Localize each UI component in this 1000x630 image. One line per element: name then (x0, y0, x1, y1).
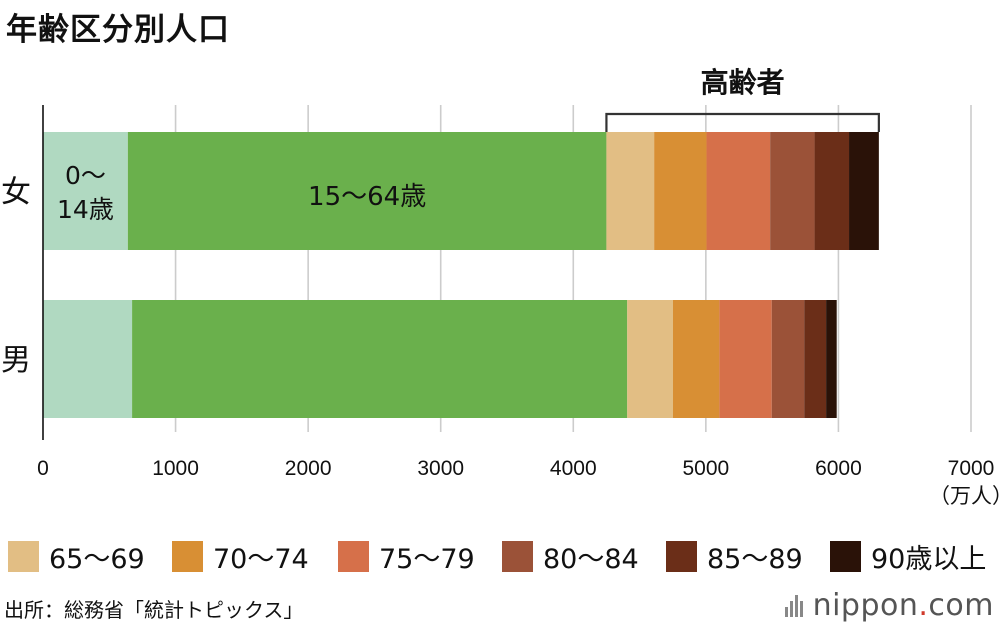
bar-segment (804, 300, 827, 418)
legend-item-90-plus: 90歳以上 (830, 536, 986, 576)
bar-segment (127, 132, 607, 250)
legend-item-85-89: 85～89 (666, 536, 803, 576)
bar-segment (627, 300, 673, 418)
legend-item-75-79: 75～79 (338, 536, 475, 576)
legend-label-90-plus: 90歳以上 (871, 543, 987, 575)
legend-item-80-84: 80～84 (502, 536, 639, 576)
source-note: 出所：総務省「統計トピックス」 (4, 598, 304, 622)
bar-segment (654, 132, 707, 250)
legend-label-85-89: 85～89 (707, 543, 803, 575)
x-tick-label: 0 (37, 457, 49, 480)
legend-swatch-65-69 (8, 540, 39, 572)
brand-mark-icon (784, 594, 805, 617)
annotation-15-64: 15～64歳 (308, 182, 426, 212)
chart-svg: 女男 0 1000 2000 3000 4000 5000 6000 7000 （万人） 0～ 14歳… (1, 66, 1000, 508)
bar-segment (814, 132, 850, 250)
bar-segment (606, 132, 655, 250)
annotation-0-14-line2: 14歳 (57, 195, 114, 224)
legend-swatch-80-84 (502, 540, 533, 572)
category-label: 女 (1, 175, 31, 210)
bar-segment (719, 300, 772, 418)
bar-segment (43, 300, 133, 418)
legend-label-65-69: 65～69 (49, 543, 145, 575)
x-tick-label: 7000 (948, 457, 995, 480)
x-tick-label: 1000 (152, 457, 199, 480)
bar-segment (706, 132, 771, 250)
x-tick-label: 3000 (417, 457, 464, 480)
bar-segment (132, 300, 628, 418)
bar-segment (849, 132, 879, 250)
bar-segment (770, 132, 815, 250)
legend-swatch-85-89 (666, 540, 697, 572)
elderly-bracket-label: 高齢者 (701, 66, 785, 99)
x-tick-label: 4000 (550, 457, 597, 480)
x-unit-label: （万人） (929, 484, 1000, 508)
bar-segment (771, 300, 805, 418)
annotation-0-14-line1: 0～ (65, 161, 106, 190)
chart-title: 年齢区分別人口 (6, 12, 230, 48)
legend-item-70-74: 70～74 (172, 536, 309, 576)
x-tick-label: 5000 (682, 457, 729, 480)
legend-label-75-79: 75～79 (379, 543, 475, 575)
bar-segment (672, 300, 720, 418)
brand-dot: . (918, 588, 929, 623)
bar-segment (826, 300, 837, 418)
legend-swatch-75-79 (338, 540, 369, 572)
brand-tld: com (928, 588, 994, 623)
x-tick-label: 2000 (285, 457, 332, 480)
brand-logo: nippon. com (784, 588, 994, 623)
elderly-bracket (605, 112, 880, 132)
legend: 65～69 70～74 75～79 80～84 85～89 90歳以上 (0, 536, 1000, 576)
brand-name: nippon (812, 588, 919, 623)
category-label: 男 (1, 343, 31, 378)
legend-swatch-70-74 (172, 540, 203, 572)
bar-segment (43, 132, 128, 250)
legend-label-80-84: 80～84 (543, 543, 639, 575)
legend-item-65-69: 65～69 (8, 536, 145, 576)
legend-label-70-74: 70～74 (213, 543, 309, 575)
x-tick-label: 6000 (815, 457, 862, 480)
legend-swatch-90-plus (830, 540, 861, 572)
